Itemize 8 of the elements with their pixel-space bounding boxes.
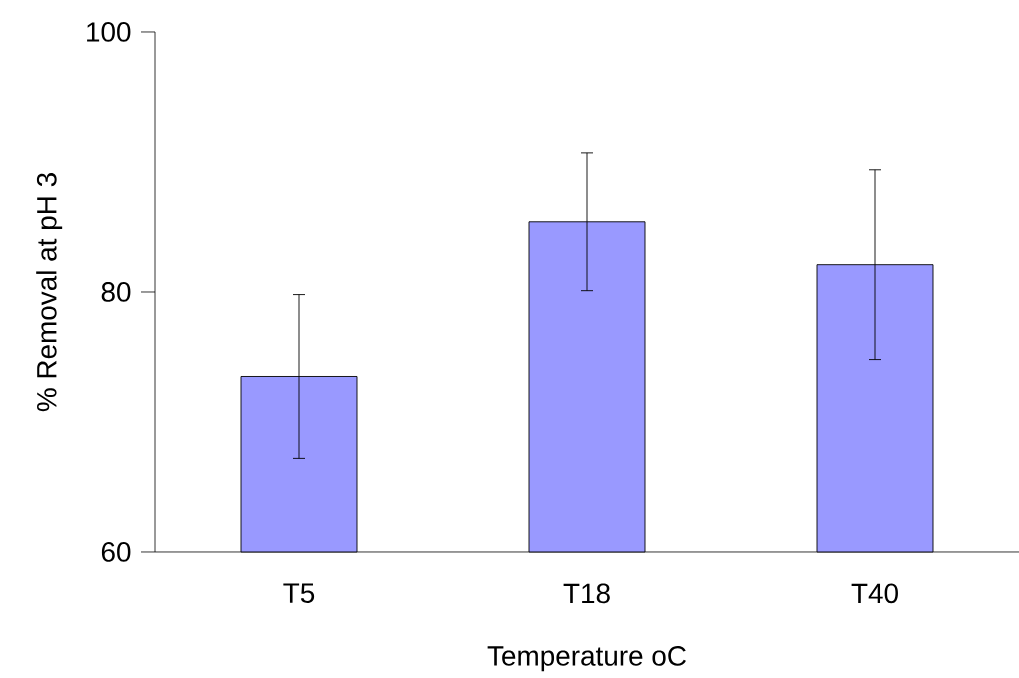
x-tick-label: T40 (851, 583, 898, 604)
y-tick-label: 80 (101, 282, 131, 302)
x-axis-title: Temperature oC (487, 646, 686, 672)
y-axis-title: % Removal at pH 3 (36, 173, 63, 412)
x-tick-label: T5 (283, 583, 315, 603)
y-tick-label: 60 (101, 542, 131, 562)
x-tick-label: T18 (563, 583, 610, 604)
y-tick-label: 100 (87, 22, 131, 42)
